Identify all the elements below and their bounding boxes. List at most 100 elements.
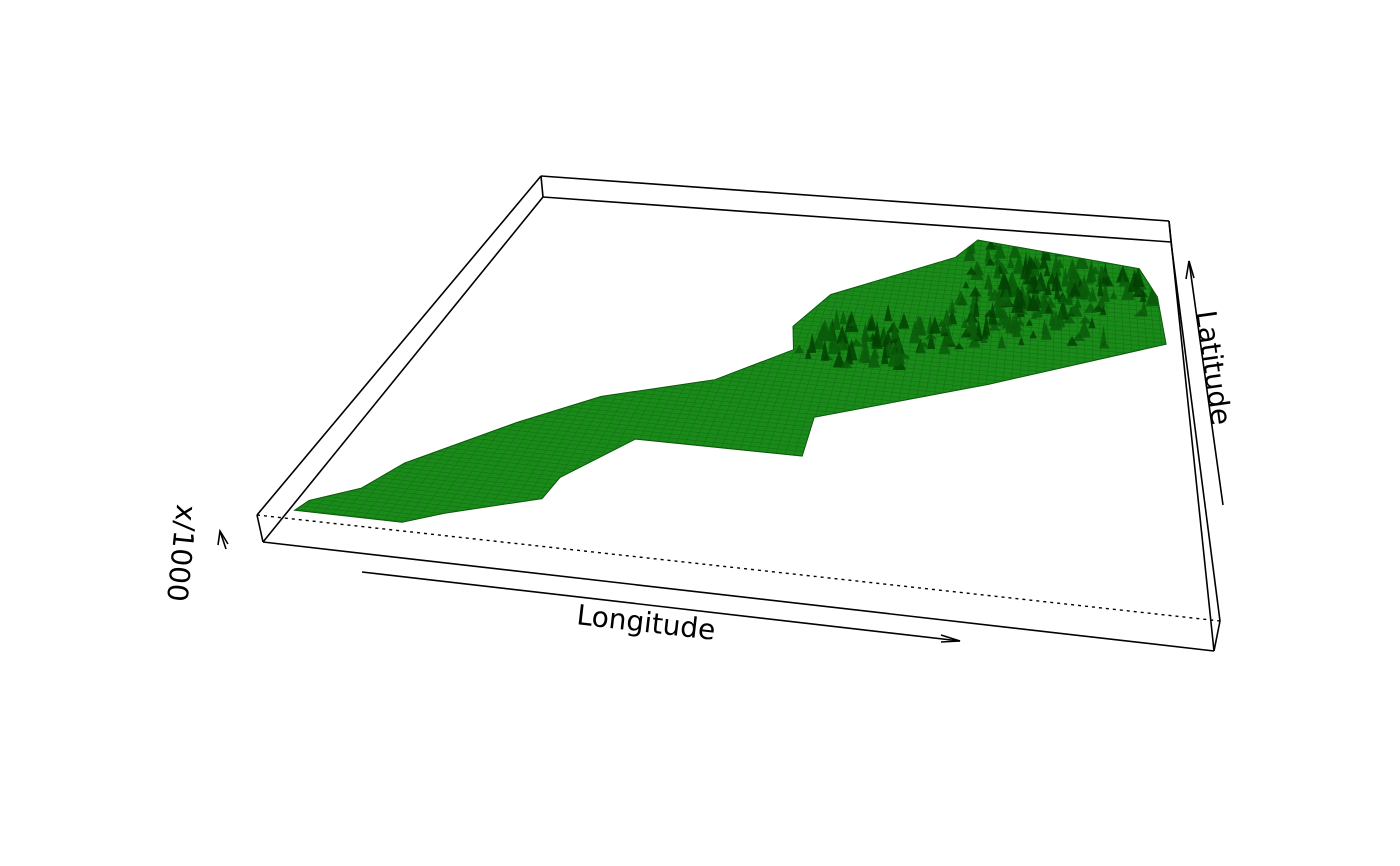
relief-peak bbox=[845, 342, 854, 365]
relief-peak bbox=[939, 323, 949, 333]
relief-peak bbox=[1012, 316, 1022, 338]
relief-peak bbox=[938, 335, 951, 354]
mesh-line bbox=[294, 510, 1167, 523]
mesh-line bbox=[294, 495, 1167, 523]
relief-peak bbox=[968, 334, 981, 348]
relief-peak bbox=[813, 338, 820, 347]
relief-peak bbox=[839, 310, 848, 325]
relief-peak bbox=[1135, 288, 1148, 297]
relief-peak bbox=[1049, 310, 1063, 331]
relief-peak bbox=[997, 272, 1012, 290]
relief-peak bbox=[1061, 266, 1070, 287]
relief-peak bbox=[987, 281, 994, 297]
box-back-bottom-edge bbox=[542, 196, 1172, 243]
relief-peak bbox=[1011, 292, 1024, 313]
relief-peak bbox=[981, 325, 989, 340]
relief-peak bbox=[839, 359, 853, 369]
relief-peak bbox=[884, 304, 893, 322]
relief-peak bbox=[1015, 317, 1025, 326]
box-left-inner-edge bbox=[262, 196, 544, 543]
relief-peak bbox=[1062, 313, 1076, 324]
relief-peak bbox=[984, 245, 992, 263]
relief-peak bbox=[1139, 289, 1147, 302]
relief-peak bbox=[917, 338, 926, 354]
relief-peak bbox=[1074, 249, 1089, 270]
relief-peak bbox=[861, 339, 872, 364]
z-axis-label: x/1000 bbox=[160, 503, 203, 603]
relief-peak bbox=[894, 339, 903, 349]
relief-peak bbox=[1080, 285, 1091, 297]
relief-peak bbox=[1147, 280, 1159, 305]
relief-peak bbox=[980, 336, 988, 344]
mesh-line bbox=[308, 465, 1167, 523]
relief-peak bbox=[1007, 255, 1015, 269]
mesh-line bbox=[294, 491, 1167, 523]
relief-peak bbox=[894, 343, 905, 363]
relief-peak bbox=[832, 307, 841, 330]
mesh-line bbox=[531, 240, 1167, 261]
relief-peak bbox=[861, 322, 870, 341]
relief-peak bbox=[1066, 336, 1078, 346]
relief-peak bbox=[794, 344, 805, 354]
box-corner-front-left bbox=[256, 514, 264, 543]
relief-peak bbox=[969, 286, 982, 297]
relief-peak bbox=[1055, 258, 1064, 269]
relief-peak bbox=[1133, 310, 1148, 317]
relief-peak bbox=[1054, 246, 1063, 257]
relief-peak bbox=[962, 280, 970, 289]
relief-peak bbox=[908, 320, 921, 344]
relief-peak bbox=[1054, 280, 1061, 300]
mesh-line bbox=[294, 484, 1167, 523]
relief-peak bbox=[1086, 259, 1097, 283]
box-right-inner-edge bbox=[1170, 241, 1221, 622]
latitude-arrowhead bbox=[1185, 260, 1195, 280]
mesh-line bbox=[537, 240, 1167, 252]
relief-peak bbox=[832, 351, 846, 368]
relief-peak bbox=[1039, 254, 1049, 269]
mesh-line bbox=[447, 240, 666, 523]
relief-peak bbox=[1010, 280, 1019, 297]
relief-peak bbox=[1018, 336, 1025, 346]
relief-peak bbox=[1041, 240, 1050, 253]
relief-peak bbox=[820, 339, 829, 361]
relief-peak bbox=[1057, 295, 1068, 304]
relief-peak bbox=[988, 322, 1001, 331]
box-right-edge bbox=[1168, 220, 1215, 652]
relief-peak bbox=[985, 257, 996, 266]
relief-peak bbox=[1044, 303, 1053, 313]
relief-peak bbox=[992, 311, 1006, 318]
relief-peak bbox=[1079, 315, 1092, 324]
relief-peak bbox=[808, 332, 817, 353]
mesh-line bbox=[294, 499, 1167, 523]
relief-peak bbox=[1083, 302, 1097, 313]
relief-peak bbox=[973, 293, 980, 317]
mesh-line bbox=[530, 240, 720, 523]
relief-peak bbox=[1091, 266, 1100, 275]
axes bbox=[217, 260, 1224, 643]
relief-peak bbox=[898, 312, 910, 329]
relief-peak bbox=[1065, 258, 1080, 279]
mesh-line bbox=[305, 469, 1167, 523]
mesh-line bbox=[540, 240, 726, 523]
relief-peak bbox=[871, 331, 882, 347]
relief-peak bbox=[882, 330, 894, 346]
relief-peak bbox=[993, 260, 1001, 279]
relief-peak bbox=[1068, 282, 1082, 297]
relief-peak bbox=[836, 337, 849, 351]
relief-peak bbox=[1025, 257, 1038, 269]
relief-peak bbox=[1121, 276, 1135, 300]
relief-peak bbox=[1088, 286, 1098, 302]
relief-peak bbox=[1050, 254, 1062, 277]
relief-peak bbox=[967, 309, 976, 325]
box-front-edge bbox=[262, 541, 1215, 652]
relief-peak bbox=[1012, 253, 1025, 274]
mesh-line bbox=[499, 240, 699, 523]
relief-peak bbox=[848, 319, 858, 326]
relief-peak bbox=[953, 290, 968, 305]
mesh-line bbox=[294, 517, 1167, 523]
relief-peak bbox=[1066, 284, 1073, 304]
mesh-line bbox=[1151, 242, 1167, 523]
relief-peak bbox=[1051, 271, 1063, 292]
relief-peak bbox=[1100, 282, 1110, 303]
mesh-line bbox=[524, 240, 1167, 270]
